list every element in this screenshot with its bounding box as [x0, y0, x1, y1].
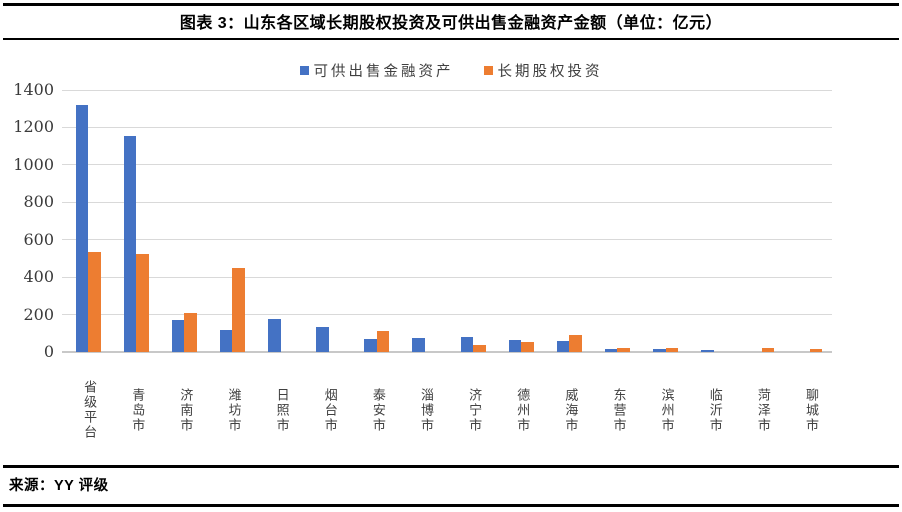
- gridline: [62, 276, 832, 278]
- bar-available-for-sale: [316, 326, 329, 352]
- bar-available-for-sale: [75, 104, 89, 352]
- footer-top-rule: [3, 465, 899, 468]
- legend-swatch-orange-icon: [483, 66, 493, 75]
- gridline: [62, 201, 832, 203]
- plot-area: 0 200 400 600 800 1000 1200 1400 省级平台 青岛市 济南市 潍坊市 日照…: [13, 81, 832, 440]
- legend-label-available-for-sale: 可供出售金融资产: [313, 64, 454, 80]
- gridline: [62, 164, 832, 166]
- figure-title: 图表 3：山东各区域长期股权投资及可供出售金融资产金额（单位：亿元）: [179, 15, 723, 32]
- bar-long-term-equity: [761, 347, 775, 352]
- gridline: [62, 314, 832, 316]
- bar-available-for-sale: [364, 339, 377, 352]
- x-category-label: 青岛市: [129, 387, 145, 433]
- bar-long-term-equity: [521, 341, 534, 352]
- x-category-label: 东营市: [610, 387, 626, 433]
- bar-long-term-equity: [617, 348, 630, 352]
- y-tick-label: 1200: [13, 117, 54, 137]
- y-tick-label: 1000: [13, 154, 54, 174]
- source-note: 来源：YY 评级: [9, 478, 109, 494]
- bar-long-term-equity: [473, 345, 486, 352]
- gridline: [62, 89, 832, 91]
- y-tick-label: 200: [23, 304, 54, 324]
- bar-available-for-sale: [460, 337, 474, 352]
- bar-available-for-sale: [701, 350, 714, 352]
- bar-long-term-equity: [232, 267, 245, 352]
- bar-available-for-sale: [556, 341, 570, 352]
- legend-item-available-for-sale: 可供出售金融资产: [299, 60, 454, 81]
- bar-long-term-equity: [569, 334, 582, 352]
- footer-bottom-rule: [3, 504, 899, 507]
- bar-long-term-equity: [376, 331, 390, 352]
- x-category-label: 潍坊市: [225, 387, 241, 433]
- x-category-label: 聊城市: [802, 387, 818, 433]
- legend-swatch-blue-icon: [299, 66, 309, 75]
- legend-item-long-term-equity: 长期股权投资: [483, 60, 603, 81]
- y-tick-label: 1400: [13, 80, 54, 99]
- x-category-label: 临沂市: [706, 387, 722, 433]
- y-tick-label: 600: [23, 229, 54, 249]
- x-category-label: 德州市: [514, 387, 530, 433]
- x-category-label: 日照市: [273, 387, 289, 433]
- y-tick-label: 400: [23, 267, 54, 287]
- title-divider-rule: [3, 38, 899, 40]
- x-category-label: 济南市: [177, 387, 193, 433]
- bar-available-for-sale: [219, 329, 233, 352]
- y-tick-label: 800: [23, 192, 54, 212]
- gridline: [62, 126, 832, 128]
- bar-long-term-equity: [88, 252, 101, 352]
- bar-available-for-sale: [171, 320, 185, 352]
- bar-long-term-equity: [136, 253, 149, 352]
- x-category-label: 滨州市: [658, 387, 674, 433]
- bar-long-term-equity: [809, 349, 823, 352]
- x-category-label: 济宁市: [466, 387, 482, 433]
- top-rule: [3, 3, 899, 6]
- gridline: [62, 239, 832, 241]
- x-category-label: 威海市: [562, 387, 578, 433]
- bar-available-for-sale: [604, 349, 618, 352]
- x-category-label: 淄博市: [417, 387, 433, 433]
- bar-available-for-sale: [268, 319, 281, 352]
- bar-available-for-sale: [653, 349, 666, 352]
- legend-label-long-term-equity: 长期股权投资: [497, 64, 603, 80]
- chart-legend: 可供出售金融资产 长期股权投资: [0, 60, 902, 81]
- x-category-label: 泰安市: [369, 387, 385, 433]
- y-tick-label: 0: [43, 342, 54, 361]
- bar-long-term-equity: [184, 312, 197, 352]
- bar-available-for-sale: [508, 340, 522, 352]
- bar-available-for-sale: [412, 337, 425, 352]
- x-category-label: 烟台市: [321, 387, 337, 433]
- x-axis-line: [62, 351, 832, 353]
- bar-available-for-sale: [123, 135, 137, 352]
- x-category-label: 菏泽市: [754, 387, 770, 433]
- x-category-label: 省级平台: [81, 380, 97, 440]
- bar-long-term-equity: [665, 348, 679, 352]
